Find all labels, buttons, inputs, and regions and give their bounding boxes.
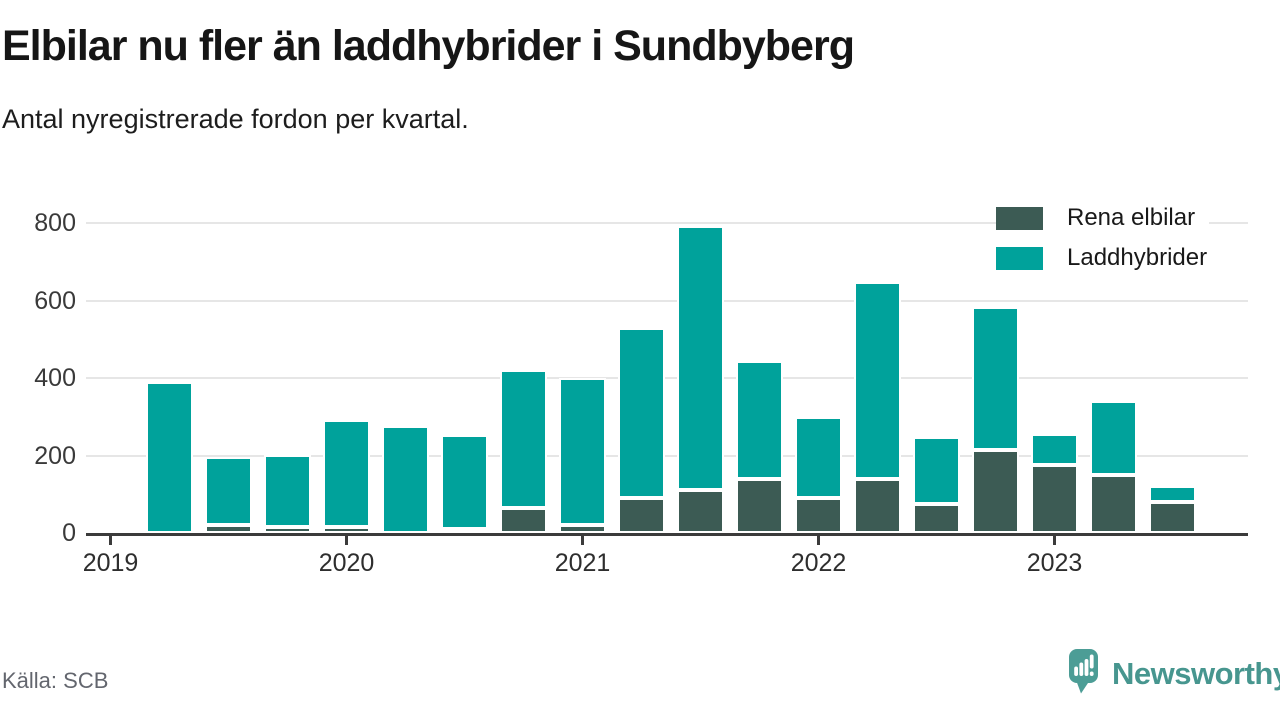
- bar-2022-q2: [854, 282, 901, 533]
- bar-2022-q1: [795, 417, 842, 533]
- bar-2022-q3: [913, 437, 960, 533]
- segment-laddhybrider: [913, 437, 960, 504]
- legend-swatch: [996, 206, 1043, 230]
- newsworthy-logo-icon: [1069, 649, 1098, 694]
- bar-2019-q3: [205, 457, 252, 533]
- segment-laddhybrider: [854, 282, 901, 479]
- segment-rena-elbilar: [205, 525, 252, 533]
- x-axis-label-2020: 2020: [318, 549, 375, 577]
- legend-label: Laddhybrider: [1067, 244, 1208, 271]
- segment-laddhybrider: [441, 435, 488, 529]
- segment-laddhybrider: [264, 455, 311, 527]
- bar-2019-q2: [146, 382, 193, 533]
- legend-item: Rena elbilar: [996, 204, 1207, 232]
- source-note: Källa: SCB: [2, 668, 109, 693]
- bar-2023-q3: [1149, 486, 1196, 533]
- segment-laddhybrider: [1031, 434, 1078, 465]
- bar-2019-q4: [264, 455, 311, 533]
- bar-2023-q2: [1090, 401, 1137, 533]
- segment-laddhybrider: [382, 426, 429, 533]
- segment-rena-elbilar: [1149, 502, 1196, 533]
- segment-rena-elbilar: [1031, 465, 1078, 533]
- segment-laddhybrider: [972, 307, 1019, 450]
- gridline-600: [86, 299, 1248, 302]
- x-axis-line: [86, 533, 1248, 536]
- segment-laddhybrider: [205, 457, 252, 525]
- gridline-400: [86, 377, 1248, 379]
- bar-2022-q4: [972, 307, 1019, 533]
- x-axis-label-2019: 2019: [82, 549, 139, 577]
- y-axis-label: 400: [34, 364, 76, 392]
- brand-lockup: Newsworthy: [1068, 648, 1280, 695]
- segment-laddhybrider: [559, 378, 606, 525]
- x-axis-tick-2020: [345, 533, 348, 545]
- bar-2021-q1: [559, 378, 606, 533]
- segment-rena-elbilar: [500, 508, 547, 533]
- x-axis-tick-2019: [109, 533, 112, 545]
- chart-legend: Rena elbilar Laddhybrider: [996, 203, 1210, 284]
- segment-laddhybrider: [736, 361, 783, 479]
- bar-2020-q3: [441, 435, 488, 533]
- y-axis-label: 800: [34, 209, 76, 237]
- bar-2021-q4: [736, 361, 783, 533]
- x-axis-tick-2023: [1053, 533, 1056, 545]
- segment-rena-elbilar: [323, 527, 370, 533]
- legend-item: Laddhybrider: [996, 244, 1207, 272]
- segment-rena-elbilar: [736, 479, 783, 533]
- segment-rena-elbilar: [795, 498, 842, 533]
- gridline-200: [86, 454, 1248, 457]
- y-axis-label: 0: [62, 519, 76, 547]
- chart-subtitle: Antal nyregistrerade fordon per kvartal.: [2, 104, 469, 134]
- y-axis-label: 600: [34, 286, 76, 315]
- bar-2020-q2: [382, 426, 429, 533]
- gridline-800: [86, 222, 1248, 224]
- x-axis-label-2021: 2021: [554, 549, 611, 577]
- segment-rena-elbilar: [854, 479, 901, 533]
- segment-rena-elbilar: [913, 504, 960, 533]
- segment-laddhybrider: [677, 226, 724, 490]
- brand-name: Newsworthy: [1112, 655, 1280, 691]
- segment-laddhybrider: [500, 370, 547, 508]
- x-axis-tick-2022: [817, 533, 820, 545]
- segment-rena-elbilar: [1090, 475, 1137, 533]
- segment-rena-elbilar: [972, 450, 1019, 533]
- legend-label: Rena elbilar: [1067, 204, 1196, 231]
- x-axis-label-2022: 2022: [790, 549, 847, 577]
- segment-laddhybrider: [323, 420, 370, 527]
- y-axis-label: 200: [34, 441, 76, 470]
- segment-rena-elbilar: [441, 529, 488, 533]
- segment-laddhybrider: [1090, 401, 1137, 475]
- segment-rena-elbilar: [618, 498, 665, 533]
- x-axis-tick-2021: [581, 533, 584, 545]
- legend-swatch: [996, 246, 1043, 270]
- bar-2020-q1: [323, 420, 370, 533]
- segment-rena-elbilar: [677, 490, 724, 533]
- segment-laddhybrider: [618, 328, 665, 498]
- bar-2021-q2: [618, 328, 665, 533]
- bar-2023-q1: [1031, 434, 1078, 533]
- segment-laddhybrider: [795, 417, 842, 498]
- segment-laddhybrider: [146, 382, 193, 533]
- segment-rena-elbilar: [559, 525, 606, 533]
- x-axis-label-2023: 2023: [1026, 549, 1083, 577]
- bar-2020-q4: [500, 370, 547, 533]
- segment-rena-elbilar: [264, 527, 311, 533]
- chart-title: Elbilar nu fler än laddhybrider i Sundby…: [2, 22, 855, 70]
- bar-2021-q3: [677, 226, 724, 533]
- segment-laddhybrider: [1149, 486, 1196, 502]
